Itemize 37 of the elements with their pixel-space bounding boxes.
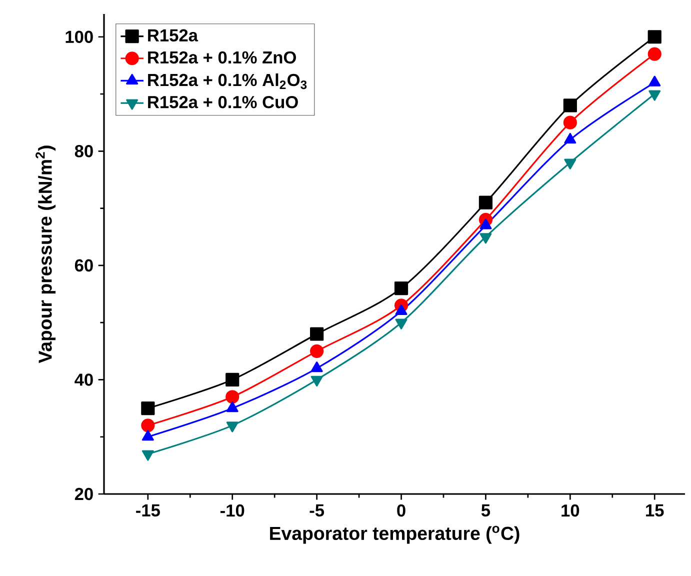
y-tick-label: 100 [66, 30, 93, 44]
point [478, 196, 493, 210]
x-tick-label: -5 [310, 504, 324, 516]
y-axis-title: Vapour pressure (kN/m$^{2}$) [36, 146, 56, 364]
x-tick-label: -10 [220, 504, 244, 517]
x-tick-label: 0 [397, 504, 406, 517]
y-tick-label: 40 [74, 374, 93, 386]
x-tick-label: 5 [481, 504, 490, 516]
point [142, 450, 154, 461]
y-tick-label: 60 [74, 259, 93, 272]
point [141, 418, 155, 432]
x-tick-label: 10 [562, 504, 580, 517]
point [226, 422, 238, 432]
point [648, 47, 662, 61]
x-tick-label: 15 [646, 504, 664, 516]
point [310, 376, 323, 387]
point [564, 158, 576, 170]
legend-label: R152a + 0.1% CuO [148, 96, 298, 108]
point [395, 318, 408, 330]
point [648, 90, 661, 101]
y-tick-label: 80 [74, 145, 93, 158]
point [648, 30, 662, 44]
point [563, 116, 577, 130]
y-tick-label: 20 [74, 488, 93, 500]
legend-label: R152a + 0.1% Al$_{2}$O$_{3}$ [148, 73, 307, 90]
point [394, 281, 408, 296]
legend-label: R152a [148, 29, 198, 42]
point [226, 390, 240, 404]
x-tick-label: -15 [136, 504, 160, 516]
point [480, 233, 492, 244]
point [310, 327, 324, 341]
x-axis-title: Evaporator temperature ($^{o}$C) [270, 526, 520, 544]
point [141, 401, 155, 416]
point [563, 98, 577, 112]
point [226, 372, 240, 387]
legend-label: R152a + 0.1% ZnO [148, 51, 296, 64]
point [310, 344, 324, 358]
